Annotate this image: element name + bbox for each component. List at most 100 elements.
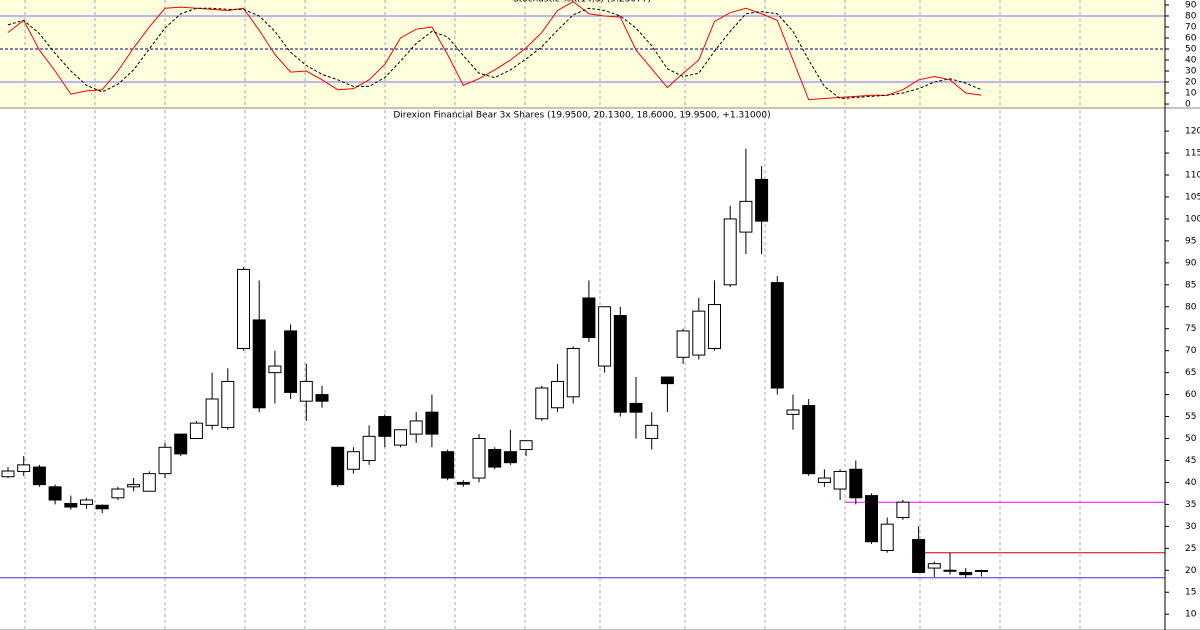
y-tick-label: 115 (1185, 149, 1200, 159)
y-tick-label: 110 (1185, 171, 1200, 181)
y-tick-label: 40 (1185, 478, 1197, 488)
y-tick-label: 55 (1185, 412, 1196, 422)
candle-body (80, 499, 93, 505)
y-tick-label: 50 (1185, 44, 1197, 54)
candle-body (551, 380, 564, 409)
candle-body (315, 394, 329, 402)
candle-body (237, 268, 250, 349)
y-tick-label: 70 (1185, 22, 1197, 32)
candle-body (692, 310, 706, 356)
y-tick-label: 10 (1185, 89, 1197, 99)
candle-body (708, 304, 721, 349)
candle-body (582, 297, 596, 338)
y-tick-label: 90 (1185, 258, 1197, 268)
candle-body (1, 470, 15, 478)
candle-body (17, 464, 31, 472)
candle-body (974, 569, 988, 572)
candle-body (95, 504, 109, 510)
y-tick-label: 85 (1185, 280, 1196, 290)
candle-body (346, 451, 360, 470)
candle-body (645, 424, 659, 440)
candle-body (32, 466, 46, 486)
candle-body (142, 473, 156, 492)
candle-body (472, 438, 486, 479)
y-tick-label: 60 (1185, 390, 1197, 400)
candle-body (566, 347, 580, 398)
y-tick-label: 95 (1185, 236, 1196, 246)
candle-body (786, 409, 800, 415)
y-tick-label: 10 (1185, 610, 1197, 620)
candle-body (660, 376, 674, 385)
candle-body (111, 488, 125, 499)
candle-body (896, 501, 910, 519)
y-tick-label: 35 (1185, 500, 1196, 510)
candle-body (189, 422, 203, 440)
candle-body (394, 429, 407, 446)
y-tick-label: 50 (1185, 434, 1197, 444)
y-tick-label: 80 (1185, 11, 1197, 21)
candle-body (959, 571, 973, 576)
candle-body (299, 380, 313, 402)
panel-background (0, 110, 1165, 630)
candle-body (284, 330, 298, 393)
candle-body (488, 448, 502, 468)
y-tick-label: 100 (1185, 214, 1200, 224)
candle-body (48, 486, 62, 501)
candle-body (755, 178, 769, 222)
y-tick-label: 20 (1185, 566, 1197, 576)
candle-body (456, 481, 470, 485)
y-tick-label: 65 (1185, 368, 1196, 378)
candle-body (927, 563, 941, 569)
candle-body (802, 405, 816, 475)
y-tick-label: 25 (1185, 544, 1196, 554)
y-tick-label: 75 (1185, 324, 1196, 334)
candle-body (739, 200, 753, 233)
stochastic-line (7, 1, 982, 101)
chart-title: Stochastic %K(14,3) (9.23077) (513, 0, 651, 5)
candle-body (849, 468, 863, 499)
candle-body (409, 420, 423, 435)
candle-body (362, 435, 376, 461)
y-tick-label: 30 (1185, 522, 1197, 532)
candle-body (770, 282, 784, 389)
candle-body (205, 398, 219, 426)
candle-body (331, 446, 345, 486)
candle-body (378, 416, 392, 437)
y-tick-label: 15 (1185, 588, 1196, 598)
candle-body (817, 477, 831, 483)
candle-body (425, 411, 439, 435)
y-tick-label: 30 (1185, 67, 1197, 77)
candle-body (723, 218, 737, 286)
y-tick-label: 105 (1185, 192, 1200, 202)
candle-body (441, 451, 455, 479)
candle-body (613, 315, 627, 413)
y-tick-label: 20 (1185, 78, 1197, 88)
candle-body (912, 539, 926, 573)
y-tick-label: 40 (1185, 56, 1197, 66)
y-tick-label: 0 (1185, 100, 1191, 110)
y-tick-label: 90 (1185, 0, 1197, 10)
candle-body (629, 402, 643, 413)
candle-body (64, 503, 78, 508)
candle-body (503, 451, 517, 464)
y-tick-label: 60 (1185, 33, 1197, 43)
candle-body (221, 380, 235, 429)
candle-body (833, 470, 847, 490)
candle-body (127, 484, 141, 488)
y-tick-label: 70 (1185, 346, 1197, 356)
candle-body (158, 446, 172, 475)
y-tick-label: 120 (1185, 127, 1200, 137)
candle-body (174, 433, 188, 455)
candle-body (943, 569, 957, 572)
candle-body (268, 365, 282, 374)
stochastic-line (7, 7, 982, 100)
panel-background (0, 0, 1165, 108)
candle-body (252, 319, 266, 409)
candle-body (865, 495, 878, 543)
y-tick-label: 45 (1185, 456, 1196, 466)
candle-body (676, 330, 690, 358)
candle-body (519, 440, 533, 450)
candle-body (535, 387, 549, 420)
